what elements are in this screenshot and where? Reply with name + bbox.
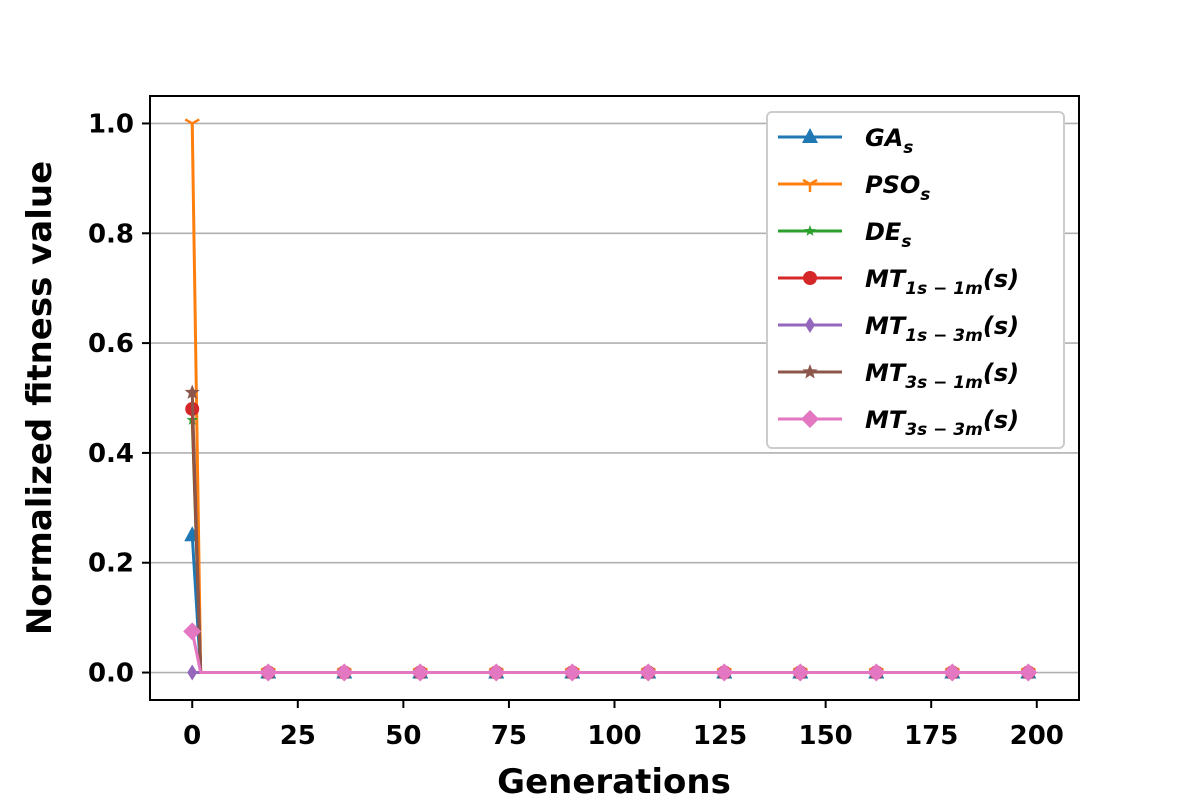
series-marker xyxy=(184,118,200,132)
legend-box xyxy=(766,111,1065,449)
x-tick-label: 25 xyxy=(280,721,316,751)
legend-label: PSOs xyxy=(865,171,930,205)
legend-entry: PSOs xyxy=(778,171,930,205)
x-tick-label: 125 xyxy=(693,721,747,751)
legend-entry: MT1s − 1m(s) xyxy=(778,265,1019,299)
series-marker xyxy=(259,663,278,682)
legend-entry: MT1s − 3m(s) xyxy=(778,312,1019,346)
series-marker xyxy=(802,128,818,143)
legend-label: GAs xyxy=(865,124,913,158)
y-tick-label: 0.8 xyxy=(88,219,134,249)
series-marker xyxy=(187,664,198,681)
x-tick-label: 150 xyxy=(798,721,852,751)
series-marker xyxy=(639,663,658,682)
series-marker xyxy=(802,364,818,379)
x-tick-label: 50 xyxy=(385,721,421,751)
series-line xyxy=(190,535,1029,675)
series-marker xyxy=(487,663,506,682)
legend-label: DEs xyxy=(865,218,911,252)
y-tick-label: 0.6 xyxy=(88,329,134,359)
series-marker xyxy=(411,663,430,682)
series-marker xyxy=(791,663,810,682)
x-tick-label: 175 xyxy=(904,721,958,751)
series-marker xyxy=(715,663,734,682)
legend-entry: GAs xyxy=(778,124,913,158)
legend-label: MT3s − 3m(s) xyxy=(865,406,1019,440)
series-marker xyxy=(805,317,815,333)
x-tick-label: 100 xyxy=(587,721,641,751)
series-ga xyxy=(184,526,1037,679)
series-line xyxy=(190,419,1029,675)
series-marker xyxy=(1019,663,1038,682)
series-marker xyxy=(802,178,818,192)
series-layer xyxy=(183,118,1038,682)
y-tick-label: 0.2 xyxy=(88,549,134,579)
series-marker xyxy=(943,663,962,682)
legend-label: MT1s − 3m(s) xyxy=(865,312,1019,346)
series-marker xyxy=(184,384,200,399)
series-marker xyxy=(183,622,202,641)
y-tick-label: 0.4 xyxy=(88,439,134,469)
series-marker xyxy=(801,410,819,428)
series-marker xyxy=(563,663,582,682)
series-mt xyxy=(183,622,1038,682)
legend: GAs PSOs DEs MT1s − 1m(s) MT1s − 3m(s) MT3s −… xyxy=(766,111,1065,449)
axis-ticks: 0.0 0.2 0.4 0.6 0.8 1.0 0 25 50 75 100 125 150 175 200 xyxy=(88,109,1064,751)
series-marker xyxy=(803,271,817,285)
legend-label: MT3s − 1m(s) xyxy=(865,359,1019,393)
x-tick-label: 200 xyxy=(1010,721,1064,751)
x-tick-label: 75 xyxy=(491,721,527,751)
legend-label: MT1s − 1m(s) xyxy=(865,265,1019,299)
series-marker xyxy=(335,663,354,682)
legend-entry: MT3s − 3m(s) xyxy=(778,406,1019,440)
legend-entry: MT3s − 1m(s) xyxy=(778,359,1019,393)
y-axis-title: Normalized fitness value xyxy=(20,161,60,635)
y-tick-label: 0.0 xyxy=(88,659,134,689)
series-marker xyxy=(804,225,816,236)
y-tick-label: 1.0 xyxy=(88,109,134,139)
x-tick-label: 0 xyxy=(183,721,201,751)
legend-entry: DEs xyxy=(778,218,911,252)
x-axis-title: Generations xyxy=(497,762,731,800)
series-line xyxy=(190,631,1029,675)
series-marker xyxy=(867,663,886,682)
